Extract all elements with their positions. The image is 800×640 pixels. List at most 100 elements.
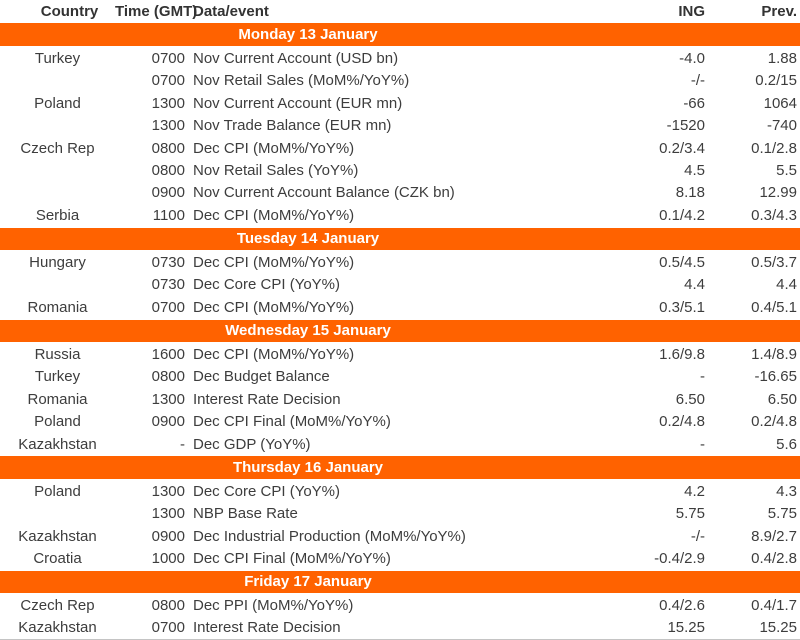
cell-previous-value: 1.4/8.9 [751,345,797,363]
cell-ing-forecast: -/- [690,527,705,545]
cell-data-event: Dec Core CPI (YoY%) [193,276,340,294]
cell-previous-value: -16.65 [754,368,797,386]
cell-data-event: Dec CPI (MoM%/YoY%) [193,253,355,271]
cell-ing-forecast: -1520 [666,117,705,135]
cell-country: Turkey [34,368,81,386]
cell-time: 0700 [151,72,185,90]
cell-country: Czech Rep [20,139,95,157]
cell-data-event: Dec CPI (MoM%/YoY%) [193,206,355,224]
day-section-label: Friday 17 January [244,573,372,591]
day-section-label: Wednesday 15 January [225,322,391,340]
cell-previous-value: 8.9/2.7 [751,527,797,545]
cell-time: 0800 [151,162,185,180]
table-header-row: Country Time (GMT) Data/event ING Prev. [0,0,800,22]
cell-country: Croatia [33,549,82,567]
cell-previous-value: 5.75 [767,505,797,523]
cell-data-event: Interest Rate Decision [193,390,341,408]
cell-previous-value: 0.5/3.7 [751,253,797,271]
cell-previous-value: 0.2/15 [755,72,797,90]
cell-time: 0900 [151,184,185,202]
table-row: Romania 1300 Interest Rate Decision 6.50 6.5… [0,388,800,410]
cell-previous-value: 1064 [763,94,797,112]
column-header-prev: Prev. [761,2,797,20]
cell-country: Romania [27,298,88,316]
table-row: Russia 1600 Dec CPI (MoM%/YoY%) 1.6/9.8 1.4/… [0,343,800,365]
cell-ing-forecast: 4.4 [684,276,705,294]
cell-time: 1300 [151,117,185,135]
cell-previous-value: 5.5 [776,162,797,180]
cell-time: 1000 [151,549,185,567]
cell-country: Czech Rep [20,596,95,614]
cell-previous-value: 0.1/2.8 [751,139,797,157]
cell-ing-forecast: -0.4/2.9 [654,549,705,567]
cell-ing-forecast: -4.0 [679,49,705,67]
cell-data-event: Dec CPI Final (MoM%/YoY%) [193,413,391,431]
cell-ing-forecast: 4.5 [684,162,705,180]
cell-country: Romania [27,390,88,408]
table-row: Czech Rep 0800 Dec PPI (MoM%/YoY%) 0.4/2.6 0… [0,594,800,616]
cell-time: 0900 [151,413,185,431]
table-row: 0900 Nov Current Account Balance (CZK bn)… [0,182,800,204]
cell-country: Russia [34,345,81,363]
table-row: 1300 NBP Base Rate 5.75 5.75 [0,502,800,524]
cell-country: Poland [34,413,81,431]
cell-time: 1600 [151,345,185,363]
table-row: Serbia 1100 Dec CPI (MoM%/YoY%) 0.1/4.2 0.3/… [0,204,800,226]
cell-previous-value: -740 [766,117,797,135]
cell-data-event: Dec CPI (MoM%/YoY%) [193,139,355,157]
table-row: Czech Rep 0800 Dec CPI (MoM%/YoY%) 0.2/3.4 0… [0,137,800,159]
day-section-band: Monday 13 January [0,23,800,46]
cell-time: 0700 [151,49,185,67]
table-row: 0730 Dec Core CPI (YoY%) 4.4 4.4 [0,274,800,296]
cell-time: 0700 [151,619,185,637]
column-header-country: Country [40,2,99,20]
cell-data-event: Dec CPI (MoM%/YoY%) [193,298,355,316]
day-section-label: Tuesday 14 January [236,230,380,248]
cell-time: 0800 [151,368,185,386]
cell-data-event: Dec Budget Balance [193,368,330,386]
cell-time: - [180,435,185,453]
column-header-data-event: Data/event [193,2,269,20]
cell-ing-forecast: 4.2 [684,482,705,500]
cell-data-event: Dec Core CPI (YoY%) [193,482,340,500]
table-row: Poland 1300 Dec Core CPI (YoY%) 4.2 4.3 [0,480,800,502]
cell-data-event: Nov Trade Balance (EUR mn) [193,117,392,135]
table-row: Poland 1300 Nov Current Account (EUR mn) -6… [0,92,800,114]
cell-ing-forecast: 0.4/2.6 [659,596,705,614]
cell-time: 0800 [151,139,185,157]
day-section-label: Thursday 16 January [232,459,384,477]
table-row: Croatia 1000 Dec CPI Final (MoM%/YoY%) -0.4… [0,547,800,569]
table-row: 1300 Nov Trade Balance (EUR mn) -1520 -740 [0,114,800,136]
cell-previous-value: 5.6 [776,435,797,453]
cell-ing-forecast: 15.25 [667,619,705,637]
cell-previous-value: 6.50 [767,390,797,408]
cell-ing-forecast: 8.18 [675,184,705,202]
cell-time: 1300 [151,390,185,408]
day-section-band: Tuesday 14 January [0,227,800,251]
table-row: Turkey 0800 Dec Budget Balance - -16.65 [0,366,800,388]
cell-data-event: Nov Current Account (EUR mn) [193,94,403,112]
cell-data-event: Dec PPI (MoM%/YoY%) [193,596,354,614]
cell-ing-forecast: 0.2/4.8 [659,413,705,431]
cell-time: 0800 [151,596,185,614]
cell-country: Kazakhstan [18,435,97,453]
cell-ing-forecast: 1.6/9.8 [659,345,705,363]
table-row: Poland 0900 Dec CPI Final (MoM%/YoY%) 0.2/4… [0,410,800,432]
column-header-ing: ING [678,2,705,20]
day-section-band: Friday 17 January [0,570,800,594]
cell-data-event: Dec CPI (MoM%/YoY%) [193,345,355,363]
cell-country: Kazakhstan [18,619,97,637]
cell-data-event: Nov Retail Sales (YoY%) [193,162,359,180]
cell-ing-forecast: -66 [683,94,705,112]
cell-country: Hungary [29,253,86,271]
table-row: 0800 Nov Retail Sales (YoY%) 4.5 5.5 [0,159,800,181]
cell-ing-forecast: 0.5/4.5 [659,253,705,271]
cell-ing-forecast: 0.1/4.2 [659,206,705,224]
cell-previous-value: 0.2/4.8 [751,413,797,431]
table-row: Kazakhstan 0700 Interest Rate Decision 15.2… [0,617,800,639]
cell-ing-forecast: 0.3/5.1 [659,298,705,316]
cell-data-event: Interest Rate Decision [193,619,341,637]
day-section-band: Thursday 16 January [0,456,800,479]
table-row: Hungary 0730 Dec CPI (MoM%/YoY%) 0.5/4.5 0.5… [0,251,800,273]
